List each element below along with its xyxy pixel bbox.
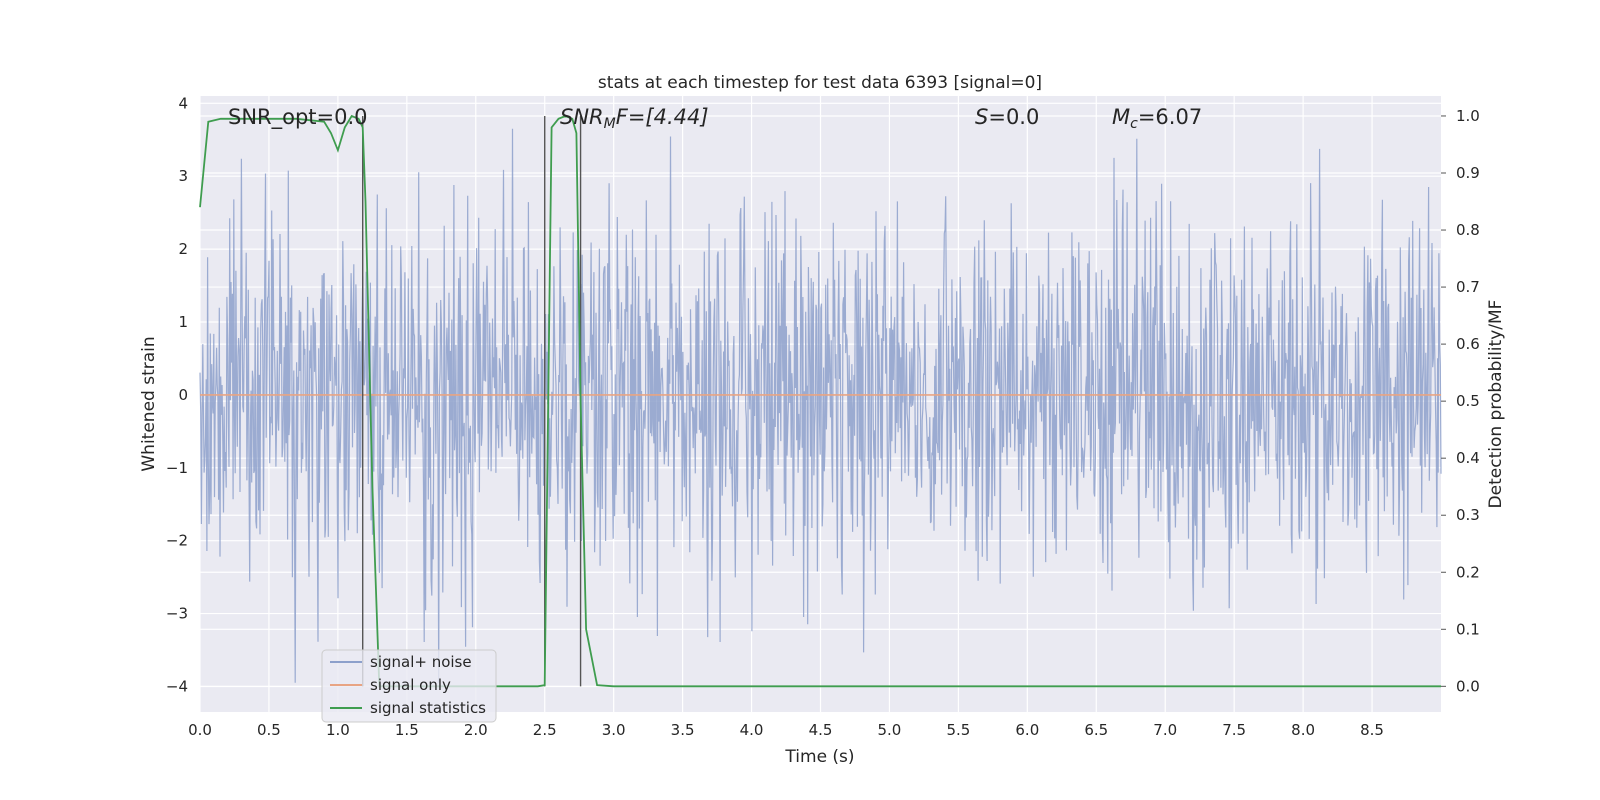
right-y-tick-label: 0.1 bbox=[1456, 620, 1480, 638]
series-signal-plus-noise bbox=[199, 128, 1442, 683]
x-tick-label: 8.5 bbox=[1360, 721, 1384, 739]
x-tick-label: 7.5 bbox=[1222, 721, 1246, 739]
chart-title: stats at each timestep for test data 639… bbox=[598, 73, 1042, 93]
annotation-mc-sub: c bbox=[1130, 116, 1138, 132]
annotation-snr-mf-main: SNR bbox=[560, 105, 604, 129]
x-tick-label: 0.5 bbox=[257, 721, 281, 739]
legend-label-signal-statistics: signal statistics bbox=[370, 699, 486, 717]
x-tick-label: 3.5 bbox=[671, 721, 695, 739]
x-tick-label: 1.5 bbox=[395, 721, 419, 739]
x-tick-labels: 0.0 0.5 1.0 1.5 2.0 2.5 3.0 3.5 4.0 4.5 5.0 5.5 6.0 6… bbox=[188, 721, 1384, 739]
signal-plus-noise-line bbox=[199, 128, 1442, 683]
right-y-tick-label: 0.3 bbox=[1456, 506, 1480, 524]
right-y-axis-label: Detection probability/MF bbox=[1486, 300, 1506, 509]
right-y-tick-label: 1.0 bbox=[1456, 107, 1480, 125]
right-y-tick-label: 0.5 bbox=[1456, 392, 1480, 410]
right-y-tick-label: 0.7 bbox=[1456, 278, 1480, 296]
x-tick-label: 7.0 bbox=[1153, 721, 1177, 739]
x-tick-label: 0.0 bbox=[188, 721, 212, 739]
annotation-s: S=0.0 bbox=[975, 105, 1039, 129]
left-y-tick-label: 1 bbox=[178, 313, 188, 331]
right-y-tick-label: 0.8 bbox=[1456, 221, 1480, 239]
right-y-tick-label: 0.0 bbox=[1456, 677, 1480, 695]
annotation-mc: Mc=6.07 bbox=[1112, 105, 1202, 132]
legend-box bbox=[321, 649, 497, 723]
right-y-tick-label: 0.4 bbox=[1456, 449, 1480, 467]
annotation-snr-mf: SNRMF=[4.44] bbox=[560, 105, 709, 132]
left-y-tick-labels: 4 3 2 1 0 −1 −2 −3 −4 bbox=[166, 94, 188, 695]
x-tick-label: 5.5 bbox=[946, 721, 970, 739]
x-tick-label: 3.0 bbox=[602, 721, 626, 739]
x-axis-label: Time (s) bbox=[784, 747, 854, 767]
x-tick-label: 8.0 bbox=[1291, 721, 1315, 739]
legend: signal+ noise signal only signal statist… bbox=[321, 649, 497, 723]
x-tick-label: 1.0 bbox=[326, 721, 350, 739]
left-y-tick-label: −1 bbox=[166, 459, 188, 477]
annotation-mc-rest: =6.07 bbox=[1138, 105, 1202, 129]
left-y-tick-label: 0 bbox=[178, 386, 188, 404]
x-tick-label: 2.5 bbox=[533, 721, 557, 739]
right-y-tick-labels: 1.0 0.9 0.8 0.7 0.6 0.5 0.4 0.3 0.2 0.1 0.0 bbox=[1441, 107, 1480, 695]
right-y-tick-label: 0.9 bbox=[1456, 164, 1480, 182]
x-tick-label: 4.5 bbox=[809, 721, 833, 739]
annotation-s-italic: S bbox=[975, 105, 988, 129]
right-y-tick-label: 0.2 bbox=[1456, 563, 1480, 581]
legend-label-signal-only: signal only bbox=[370, 676, 451, 694]
left-y-tick-label: 4 bbox=[178, 94, 188, 112]
annotation-snr-mf-sub: M bbox=[604, 116, 616, 132]
left-y-tick-label: −3 bbox=[166, 605, 188, 623]
left-y-tick-label: −2 bbox=[166, 532, 188, 550]
x-tick-label: 4.0 bbox=[740, 721, 764, 739]
x-tick-label: 6.5 bbox=[1084, 721, 1108, 739]
left-y-tick-label: 3 bbox=[178, 167, 188, 185]
left-y-axis-label: Whitened strain bbox=[139, 336, 159, 471]
annotation-mc-italic: M bbox=[1112, 105, 1130, 129]
annotation-s-rest: =0.0 bbox=[988, 105, 1039, 129]
annotation-snr-opt: SNR_opt=0.0 bbox=[228, 105, 368, 130]
right-y-tick-label: 0.6 bbox=[1456, 335, 1480, 353]
x-tick-label: 2.0 bbox=[464, 721, 488, 739]
x-tick-label: 6.0 bbox=[1015, 721, 1039, 739]
x-tick-label: 5.0 bbox=[878, 721, 902, 739]
left-y-tick-label: −4 bbox=[166, 677, 188, 695]
left-y-tick-label: 2 bbox=[178, 240, 188, 258]
legend-label-signal-plus-noise: signal+ noise bbox=[370, 653, 472, 671]
annotation-snr-mf-rest: F=[4.44] bbox=[616, 105, 709, 129]
